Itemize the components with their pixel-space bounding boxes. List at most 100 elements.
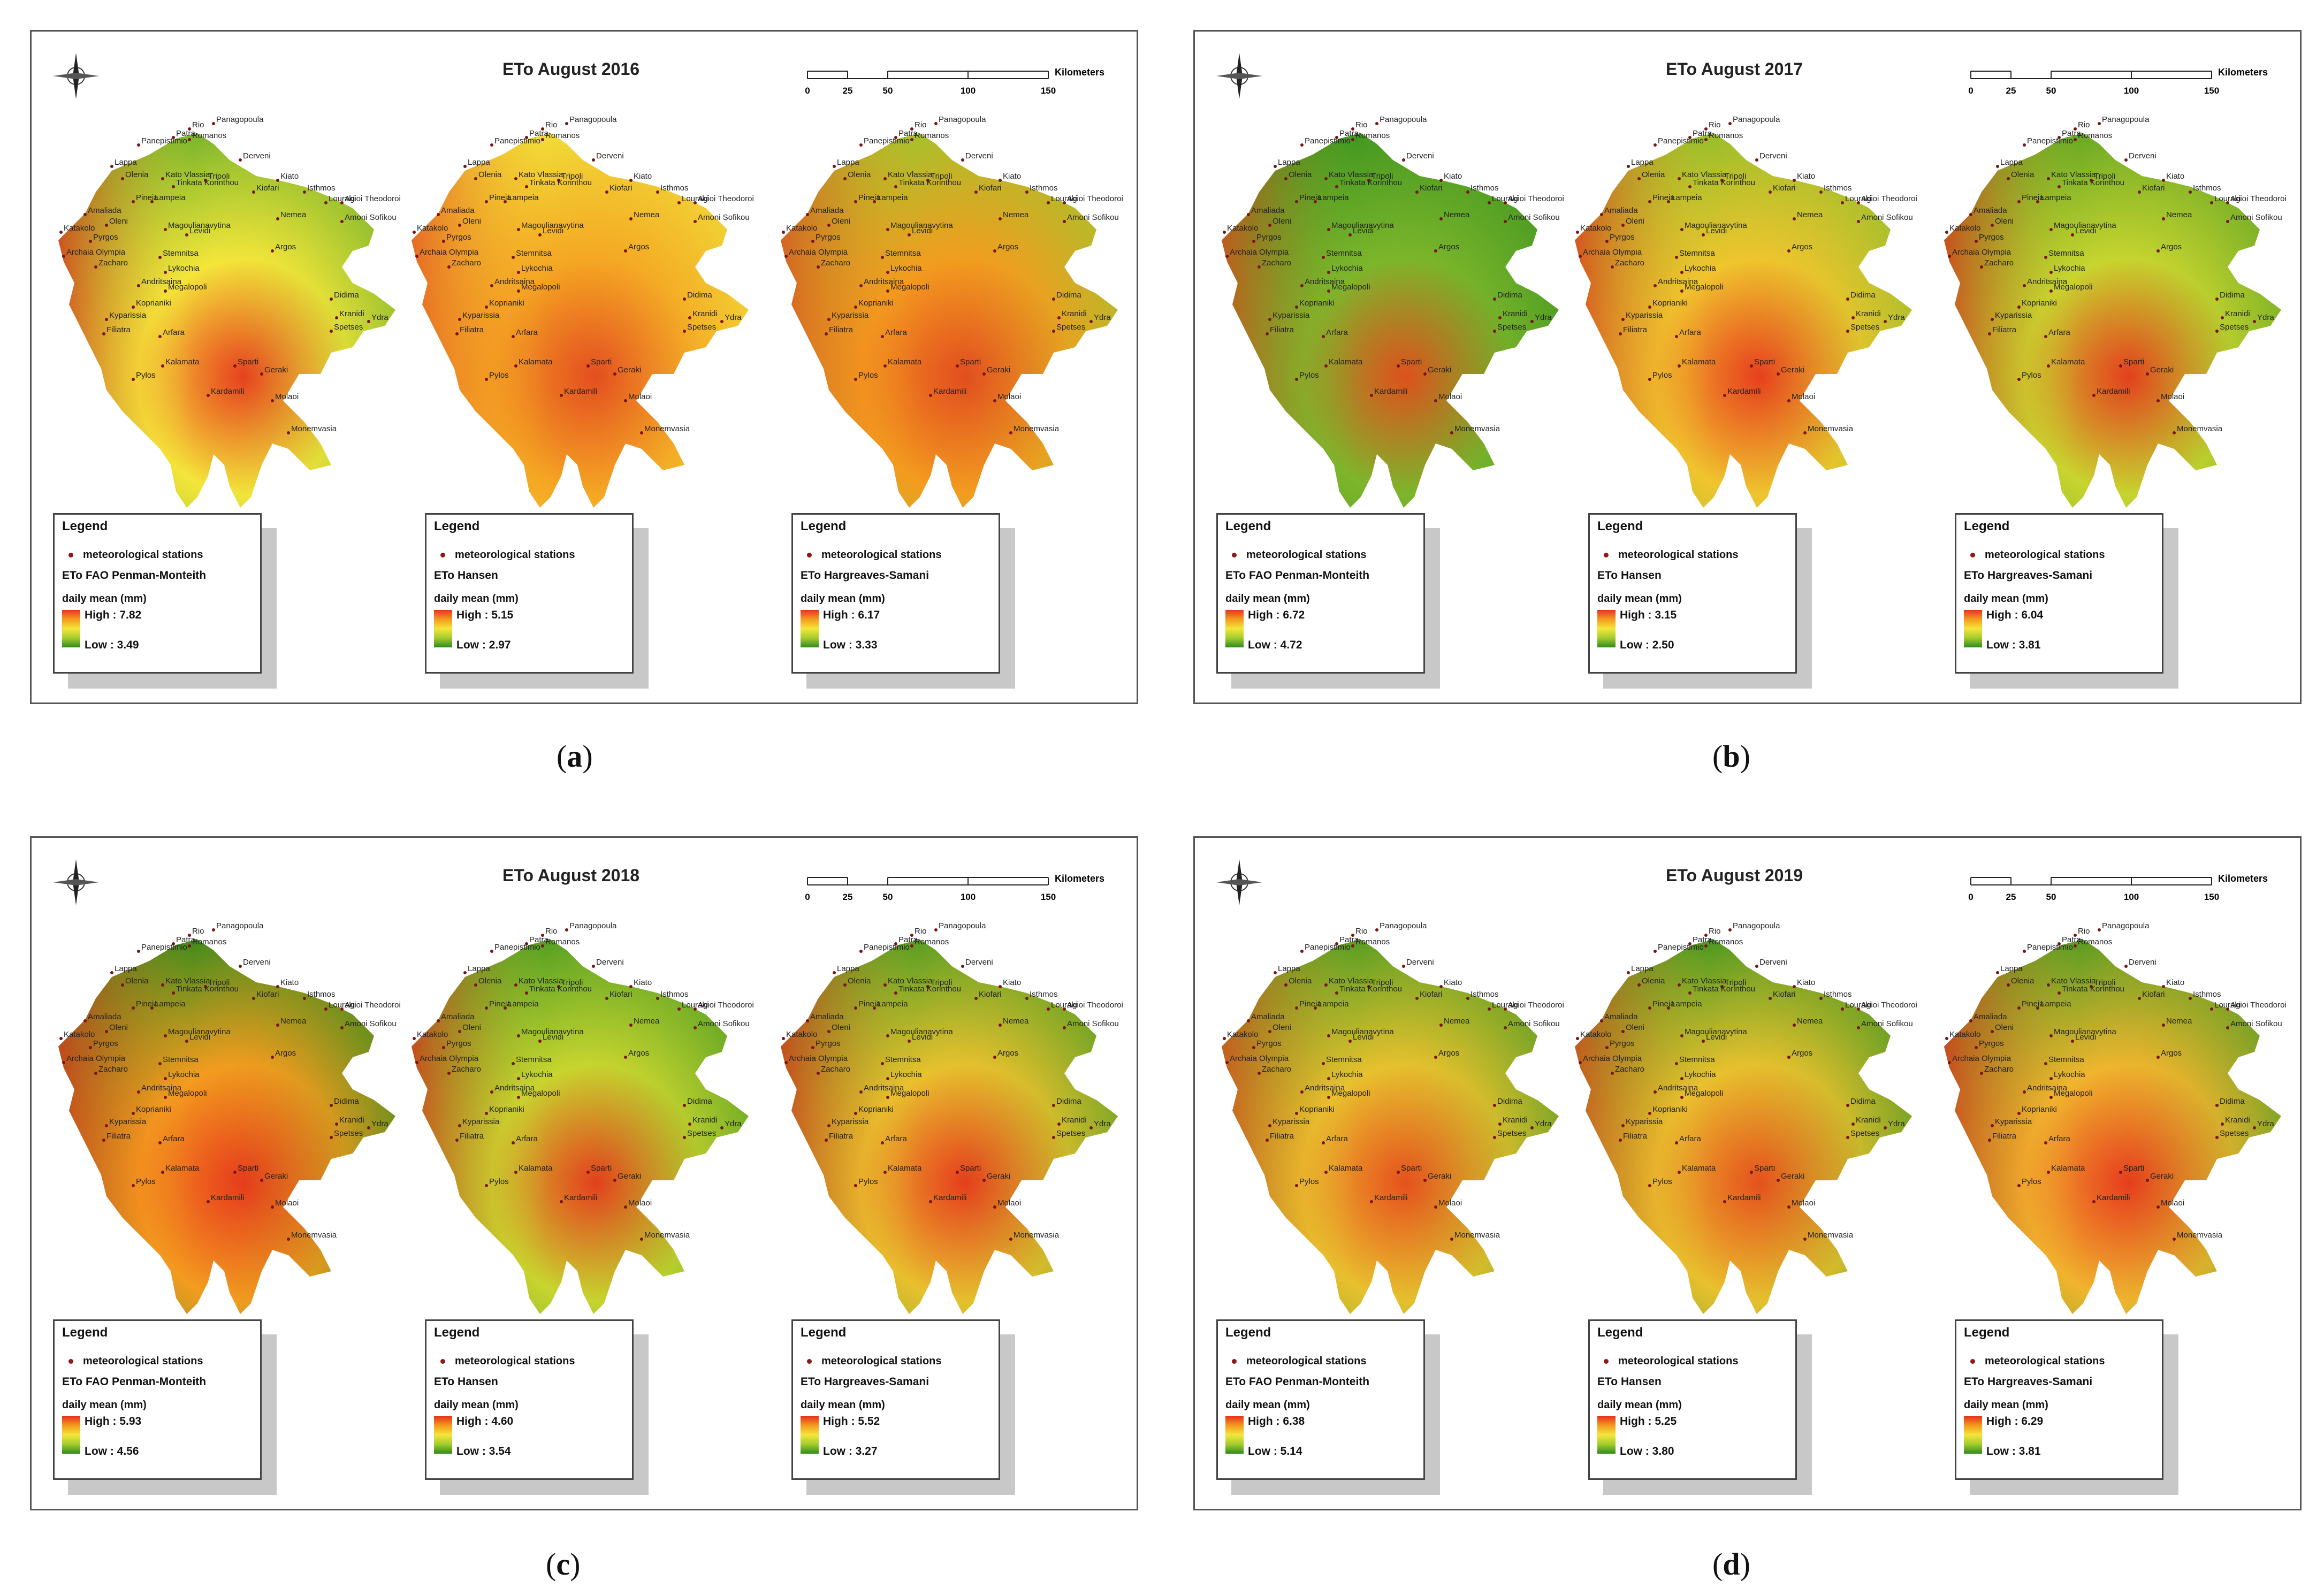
station-marker [683,297,686,301]
station-marker [833,971,836,974]
station-label: Tripoli [1725,978,1746,987]
station-marker [1439,217,1443,220]
station-marker [656,997,659,1000]
station-marker [463,971,467,974]
station-label: Amaliada [441,1012,475,1021]
station-label: Geraki [264,365,288,375]
station-label: Geraki [987,1172,1010,1181]
station-label: Panagopoula [1733,921,1780,930]
station-label: Pylos [1299,371,1319,380]
scale-tick-label: 25 [843,892,853,902]
station-label: Pyrgos [1979,233,2004,242]
legend-title: Legend [801,519,847,533]
station-label: Oleni [462,1023,481,1032]
station-marker [158,256,162,259]
station-marker [1637,177,1641,180]
station-label: Romanos [1709,131,1743,140]
station-label: Lappa [115,158,137,167]
station-marker [1063,1007,1066,1011]
station-marker [883,177,887,180]
station-marker [541,138,544,141]
station-label: Ydra [2257,313,2274,322]
station-marker [1769,997,1772,1000]
station-label: Levidi [2075,226,2096,235]
station-marker [212,122,215,125]
station-label: Kato Vlassia [165,976,210,986]
station-label: Romanos [915,131,949,140]
station-label: Tripoli [2094,978,2115,987]
station-marker [1322,1062,1325,1065]
scale-tick-label: 100 [961,86,976,96]
station-label: Zacharo [821,1065,850,1074]
station-marker [557,179,560,182]
station-marker [2098,928,2101,931]
station-marker [1063,220,1066,223]
station-label: Filiatra [1270,325,1294,334]
station-marker [1755,965,1758,968]
station-marker [881,1062,884,1065]
scale-tick-label: 50 [883,86,893,96]
station-label: Pyrgos [816,1039,841,1048]
station-marker [287,431,290,434]
station-marker [161,1171,164,1174]
station-marker [1680,289,1683,293]
station-label: Isthmos [1470,990,1499,999]
map-title: ETo August 2019 [1666,866,1803,885]
legend-method: ETo Hansen [1597,569,1662,582]
station-marker [490,950,493,953]
station-marker [437,213,440,216]
station-label: Patra [2062,935,2082,944]
legend-low-value: Low : 3.81 [1986,1445,2041,1457]
station-label: Lappa [1278,964,1300,973]
station-label: Pineia [489,999,512,1009]
station-marker [188,138,191,141]
station-label: Lampeia [2040,193,2071,202]
station-marker [485,1184,488,1187]
station-marker [1450,1238,1453,1241]
station-label: Stemnitsa [1679,1055,1715,1064]
station-label: Patra [1339,935,1359,944]
station-label: Pylos [858,1177,878,1186]
station-marker [2253,320,2256,323]
scale-bar: 0 25 50 100 150 Kilometers [805,873,1104,902]
station-marker [2017,306,2021,309]
station-marker [1857,201,1860,204]
station-label: Isthmos [1030,990,1058,999]
station-label: Lappa [2000,158,2023,167]
station-label: Pineia [2022,999,2044,1009]
station-label: Didima [1056,291,1081,300]
station-label: Filiatra [829,325,854,334]
station-marker [1025,190,1028,194]
station-label: Spetses [1497,1129,1526,1138]
station-marker [455,1139,459,1142]
station-label: Monemvasia [1454,1231,1500,1240]
station-marker [330,297,333,301]
station-marker [1667,1006,1670,1010]
legend-title: Legend [801,1325,847,1340]
station-marker [683,1136,686,1139]
station-marker [993,1056,996,1059]
station-marker [517,289,520,293]
station-marker [1335,136,1338,139]
station-marker [859,950,863,953]
station-label: Romanos [915,937,949,946]
station-label: Derveni [965,958,993,967]
station-label: Monemvasia [2177,424,2223,433]
station-label: Filiatra [1992,1132,2017,1141]
legend-unit: daily mean (mm) [1597,593,1682,605]
station-marker [1654,1090,1657,1094]
station-marker [1466,997,1469,1000]
station-marker [1423,1179,1427,1182]
station-marker [999,1024,1002,1027]
station-label: Spetses [2220,1129,2249,1138]
station-label: Magoulianavytina [1331,221,1394,230]
station-marker [656,190,659,194]
station-marker [1439,985,1443,988]
station-label: Arfara [1679,328,1702,337]
station-marker [1322,1141,1325,1144]
station-marker [164,289,167,293]
station-label: Sparti [238,1164,258,1173]
station-label: Kato Vlassia [1329,170,1374,179]
station-label: Filiatra [460,1132,484,1141]
station-label: Arfara [163,1134,185,1143]
